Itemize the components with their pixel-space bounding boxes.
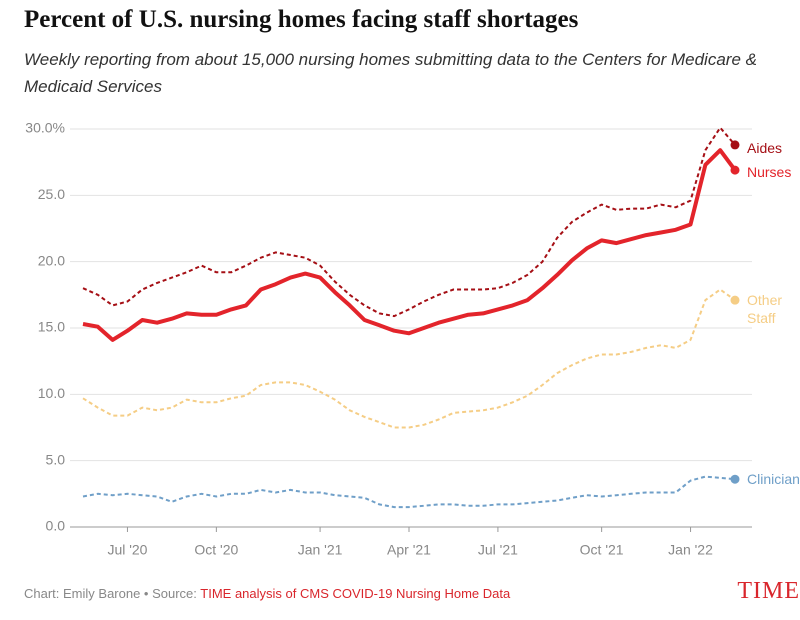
y-tick-label: 10.0	[38, 385, 65, 401]
x-tick-label: Jan '22	[668, 542, 713, 558]
x-tick-label: Jul '20	[107, 542, 147, 558]
x-tick-label: Apr '21	[387, 542, 431, 558]
credit: Chart: Emily Barone • Source:	[24, 586, 201, 601]
series-line	[82, 126, 736, 318]
series-line	[82, 288, 736, 429]
legend-label: Nurses	[747, 164, 792, 181]
end-dot	[730, 140, 740, 150]
x-tick-label: Oct '20	[194, 542, 238, 558]
end-dot	[730, 474, 740, 484]
logo: TIME	[737, 578, 800, 604]
legend-label: Aides	[747, 139, 783, 156]
end-dot	[730, 165, 740, 175]
y-tick-label: 30.0%	[25, 120, 65, 136]
footer: Chart: Emily Barone • Source: TIME analy…	[24, 586, 510, 601]
legend-label: Other Staff	[747, 292, 783, 327]
source-link[interactable]: TIME analysis of CMS COVID-19 Nursing Ho…	[200, 586, 511, 601]
series-line	[82, 475, 736, 509]
legend-label: Clinicians	[747, 471, 800, 488]
y-tick-label: 0.0	[46, 518, 66, 534]
y-tick-label: 20.0	[38, 252, 65, 268]
y-tick-label: 25.0	[38, 186, 65, 202]
chart-subtitle: Weekly reporting from about 15,000 nursi…	[24, 50, 757, 96]
series-line	[82, 148, 737, 342]
x-tick-label: Oct '21	[580, 542, 624, 558]
end-dot	[730, 295, 740, 305]
y-tick-label: 15.0	[38, 319, 65, 335]
chart-title: Percent of U.S. nursing homes facing sta…	[24, 6, 579, 33]
x-tick-label: Jul '21	[478, 542, 518, 558]
x-tick-label: Jan '21	[298, 542, 343, 558]
y-tick-label: 5.0	[46, 451, 66, 467]
